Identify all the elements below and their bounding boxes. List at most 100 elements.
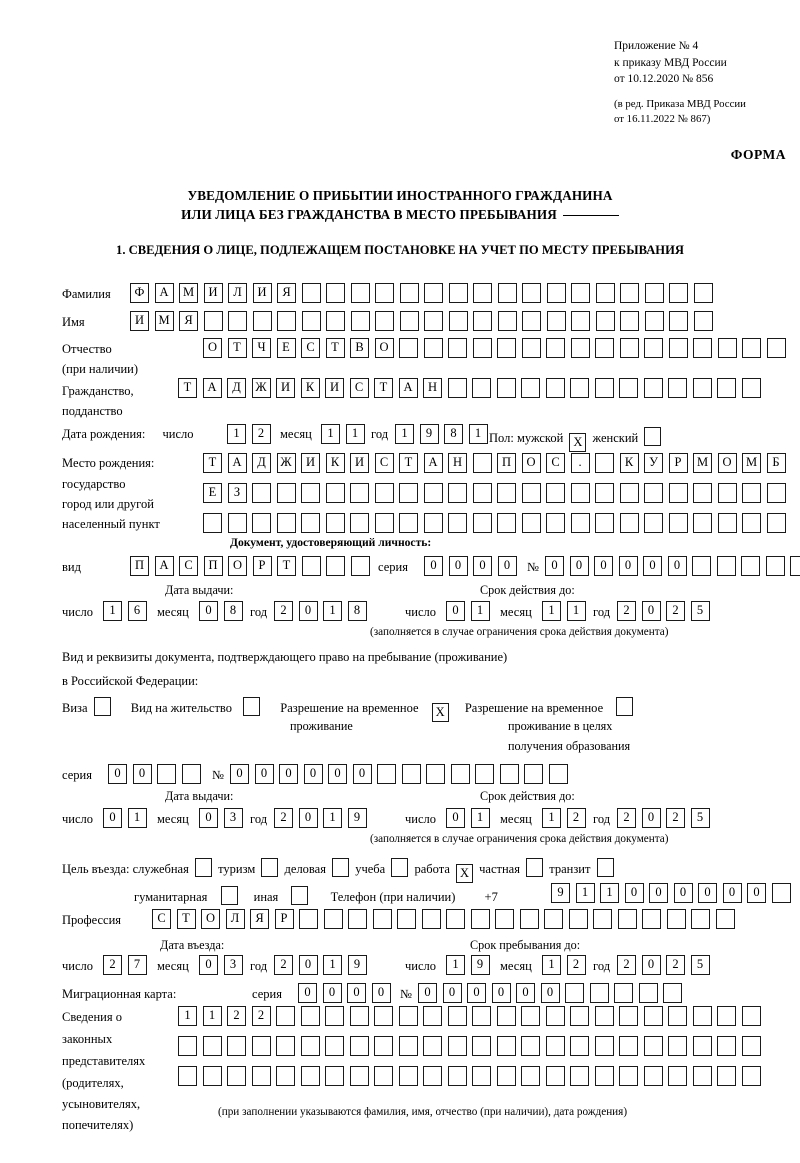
profession-field-cell-3[interactable]: О	[201, 909, 220, 929]
birthplace-row-1-cell-9[interactable]: Т	[399, 453, 418, 473]
patronymic-field-cell-6[interactable]: Т	[325, 338, 345, 358]
representatives-row-2-cell-9[interactable]	[374, 1036, 393, 1056]
identity-number-field-cell-4[interactable]: 0	[618, 556, 638, 576]
identity-number-field-cell-2[interactable]: 0	[569, 556, 589, 576]
representatives-row-1-cell-21[interactable]	[668, 1006, 687, 1026]
phone-field-cell-8[interactable]: 0	[722, 883, 742, 903]
birthplace-row-2-cell-8[interactable]	[374, 483, 394, 503]
identity-type-field-cell-3[interactable]: С	[179, 556, 198, 576]
birthplace-row-2-cell-24[interactable]	[766, 483, 786, 503]
surname-field-cell-10[interactable]	[350, 283, 370, 303]
birth-month-field-cell-2[interactable]: 1	[345, 424, 365, 444]
permit-number-field-cell-1[interactable]: 0	[230, 764, 249, 784]
birthplace-row-2-cell-7[interactable]	[350, 483, 369, 503]
patronymic-field-cell-16[interactable]	[570, 338, 590, 358]
patronymic-field-cell-8[interactable]: О	[374, 338, 394, 358]
firstname-field-cell-11[interactable]	[375, 311, 394, 331]
patronymic-field-cell-23[interactable]	[742, 338, 761, 358]
firstname-field-cell-8[interactable]	[301, 311, 321, 331]
firstname-field-cell-7[interactable]	[277, 311, 296, 331]
purpose-private-checkbox[interactable]	[526, 858, 544, 877]
birthplace-row-2-cell-14[interactable]	[521, 483, 541, 503]
stay-year-field-cell-3[interactable]: 2	[666, 955, 685, 975]
visa-checkbox[interactable]	[93, 697, 111, 716]
permit-number-field-cell-11[interactable]	[475, 764, 494, 784]
birthplace-row-3-cell-12[interactable]	[472, 513, 492, 533]
patronymic-field-cell-2[interactable]: Т	[227, 338, 247, 358]
birthplace-row-3-cell-3[interactable]	[252, 513, 271, 533]
identity-type-field-cell-10[interactable]	[350, 556, 370, 576]
birthplace-row-3-cell-11[interactable]	[448, 513, 467, 533]
representatives-row-3-cell-17[interactable]	[570, 1066, 589, 1086]
citizenship-field-cell-16[interactable]	[545, 378, 565, 398]
identity-issue-day-cell-1[interactable]: 1	[103, 601, 122, 621]
identity-valid-year-cell-4[interactable]: 5	[690, 601, 710, 621]
birthplace-row-2-cell-19[interactable]	[644, 483, 663, 503]
birthplace-row-2-cell-15[interactable]	[546, 483, 565, 503]
identity-number-field-cell-5[interactable]: 0	[643, 556, 662, 576]
identity-number-field-cell-8[interactable]	[716, 556, 736, 576]
birthplace-row-1-cell-12[interactable]	[472, 453, 492, 473]
migration-card-series-field-cell-1[interactable]: 0	[298, 983, 317, 1003]
birthplace-row-2-cell-9[interactable]	[399, 483, 418, 503]
profession-field-cell-15[interactable]	[495, 909, 514, 929]
phone-field-cell-10[interactable]	[771, 883, 791, 903]
firstname-field-cell-9[interactable]	[326, 311, 345, 331]
sex-female-checkbox[interactable]	[644, 427, 662, 446]
migration-card-number-field-cell-6[interactable]: 0	[540, 983, 560, 1003]
representatives-row-2-cell-1[interactable]	[178, 1036, 197, 1056]
representatives-row-2-cell-17[interactable]	[570, 1036, 589, 1056]
representatives-row-3-cell-13[interactable]	[472, 1066, 491, 1086]
patronymic-field-cell-11[interactable]	[448, 338, 467, 358]
stay-day-field-cell-2[interactable]: 9	[470, 955, 490, 975]
migration-card-number-field-cell-5[interactable]: 0	[516, 983, 535, 1003]
birthplace-row-2-cell-10[interactable]	[423, 483, 443, 503]
birthplace-row-1-cell-8[interactable]: С	[374, 453, 394, 473]
identity-valid-year-cell-2[interactable]: 0	[641, 601, 661, 621]
patronymic-field-cell-3[interactable]: Ч	[252, 338, 271, 358]
permit-issue-year-cell-2[interactable]: 0	[298, 808, 318, 828]
birthplace-row-1-cell-6[interactable]: К	[325, 453, 345, 473]
identity-series-field-cell-2[interactable]: 0	[448, 556, 468, 576]
citizenship-field-cell-5[interactable]: И	[276, 378, 295, 398]
migration-card-series-field-cell-3[interactable]: 0	[347, 983, 366, 1003]
birthplace-row-2-cell-13[interactable]	[497, 483, 516, 503]
citizenship-field-cell-8[interactable]: С	[349, 378, 369, 398]
surname-field-cell-11[interactable]	[375, 283, 394, 303]
profession-field-cell-8[interactable]	[323, 909, 343, 929]
representatives-row-3-cell-2[interactable]	[202, 1066, 222, 1086]
representatives-row-3-cell-7[interactable]	[325, 1066, 344, 1086]
migration-card-number-field-cell-1[interactable]: 0	[418, 983, 437, 1003]
birth-day-field-cell-1[interactable]: 1	[227, 424, 246, 444]
identity-valid-day-cell-1[interactable]: 0	[446, 601, 465, 621]
profession-field-cell-10[interactable]	[372, 909, 392, 929]
identity-issue-day-cell-2[interactable]: 6	[127, 601, 147, 621]
surname-field-cell-3[interactable]: М	[179, 283, 198, 303]
firstname-field-cell-18[interactable]	[546, 311, 566, 331]
firstname-field-cell-13[interactable]	[424, 311, 443, 331]
citizenship-field-cell-18[interactable]	[594, 378, 614, 398]
birthplace-row-3-cell-10[interactable]	[423, 513, 443, 533]
citizenship-field-cell-6[interactable]: К	[300, 378, 320, 398]
representatives-row-3-cell-20[interactable]	[643, 1066, 663, 1086]
permit-valid-year-cell-4[interactable]: 5	[690, 808, 710, 828]
representatives-row-2-cell-10[interactable]	[398, 1036, 418, 1056]
birthplace-row-1-cell-11[interactable]: Н	[448, 453, 467, 473]
representatives-row-3-cell-15[interactable]	[521, 1066, 540, 1086]
birthplace-row-3-cell-5[interactable]	[301, 513, 320, 533]
profession-field-cell-6[interactable]: Р	[274, 909, 294, 929]
identity-number-field-cell-6[interactable]: 0	[667, 556, 687, 576]
representatives-row-2-cell-11[interactable]	[423, 1036, 442, 1056]
profession-field-cell-24[interactable]	[715, 909, 735, 929]
patronymic-field-cell-14[interactable]	[521, 338, 541, 358]
firstname-field-cell-4[interactable]	[203, 311, 223, 331]
permit-number-field-cell-6[interactable]: 0	[352, 764, 372, 784]
identity-issue-year-cell-4[interactable]: 8	[347, 601, 367, 621]
birthplace-row-2-cell-6[interactable]	[325, 483, 345, 503]
surname-field-cell-19[interactable]	[571, 283, 590, 303]
profession-field-cell-1[interactable]: С	[152, 909, 171, 929]
birthplace-row-2-cell-12[interactable]	[472, 483, 492, 503]
firstname-field-cell-17[interactable]	[522, 311, 541, 331]
citizenship-field-cell-17[interactable]	[570, 378, 589, 398]
representatives-row-3-cell-24[interactable]	[741, 1066, 761, 1086]
